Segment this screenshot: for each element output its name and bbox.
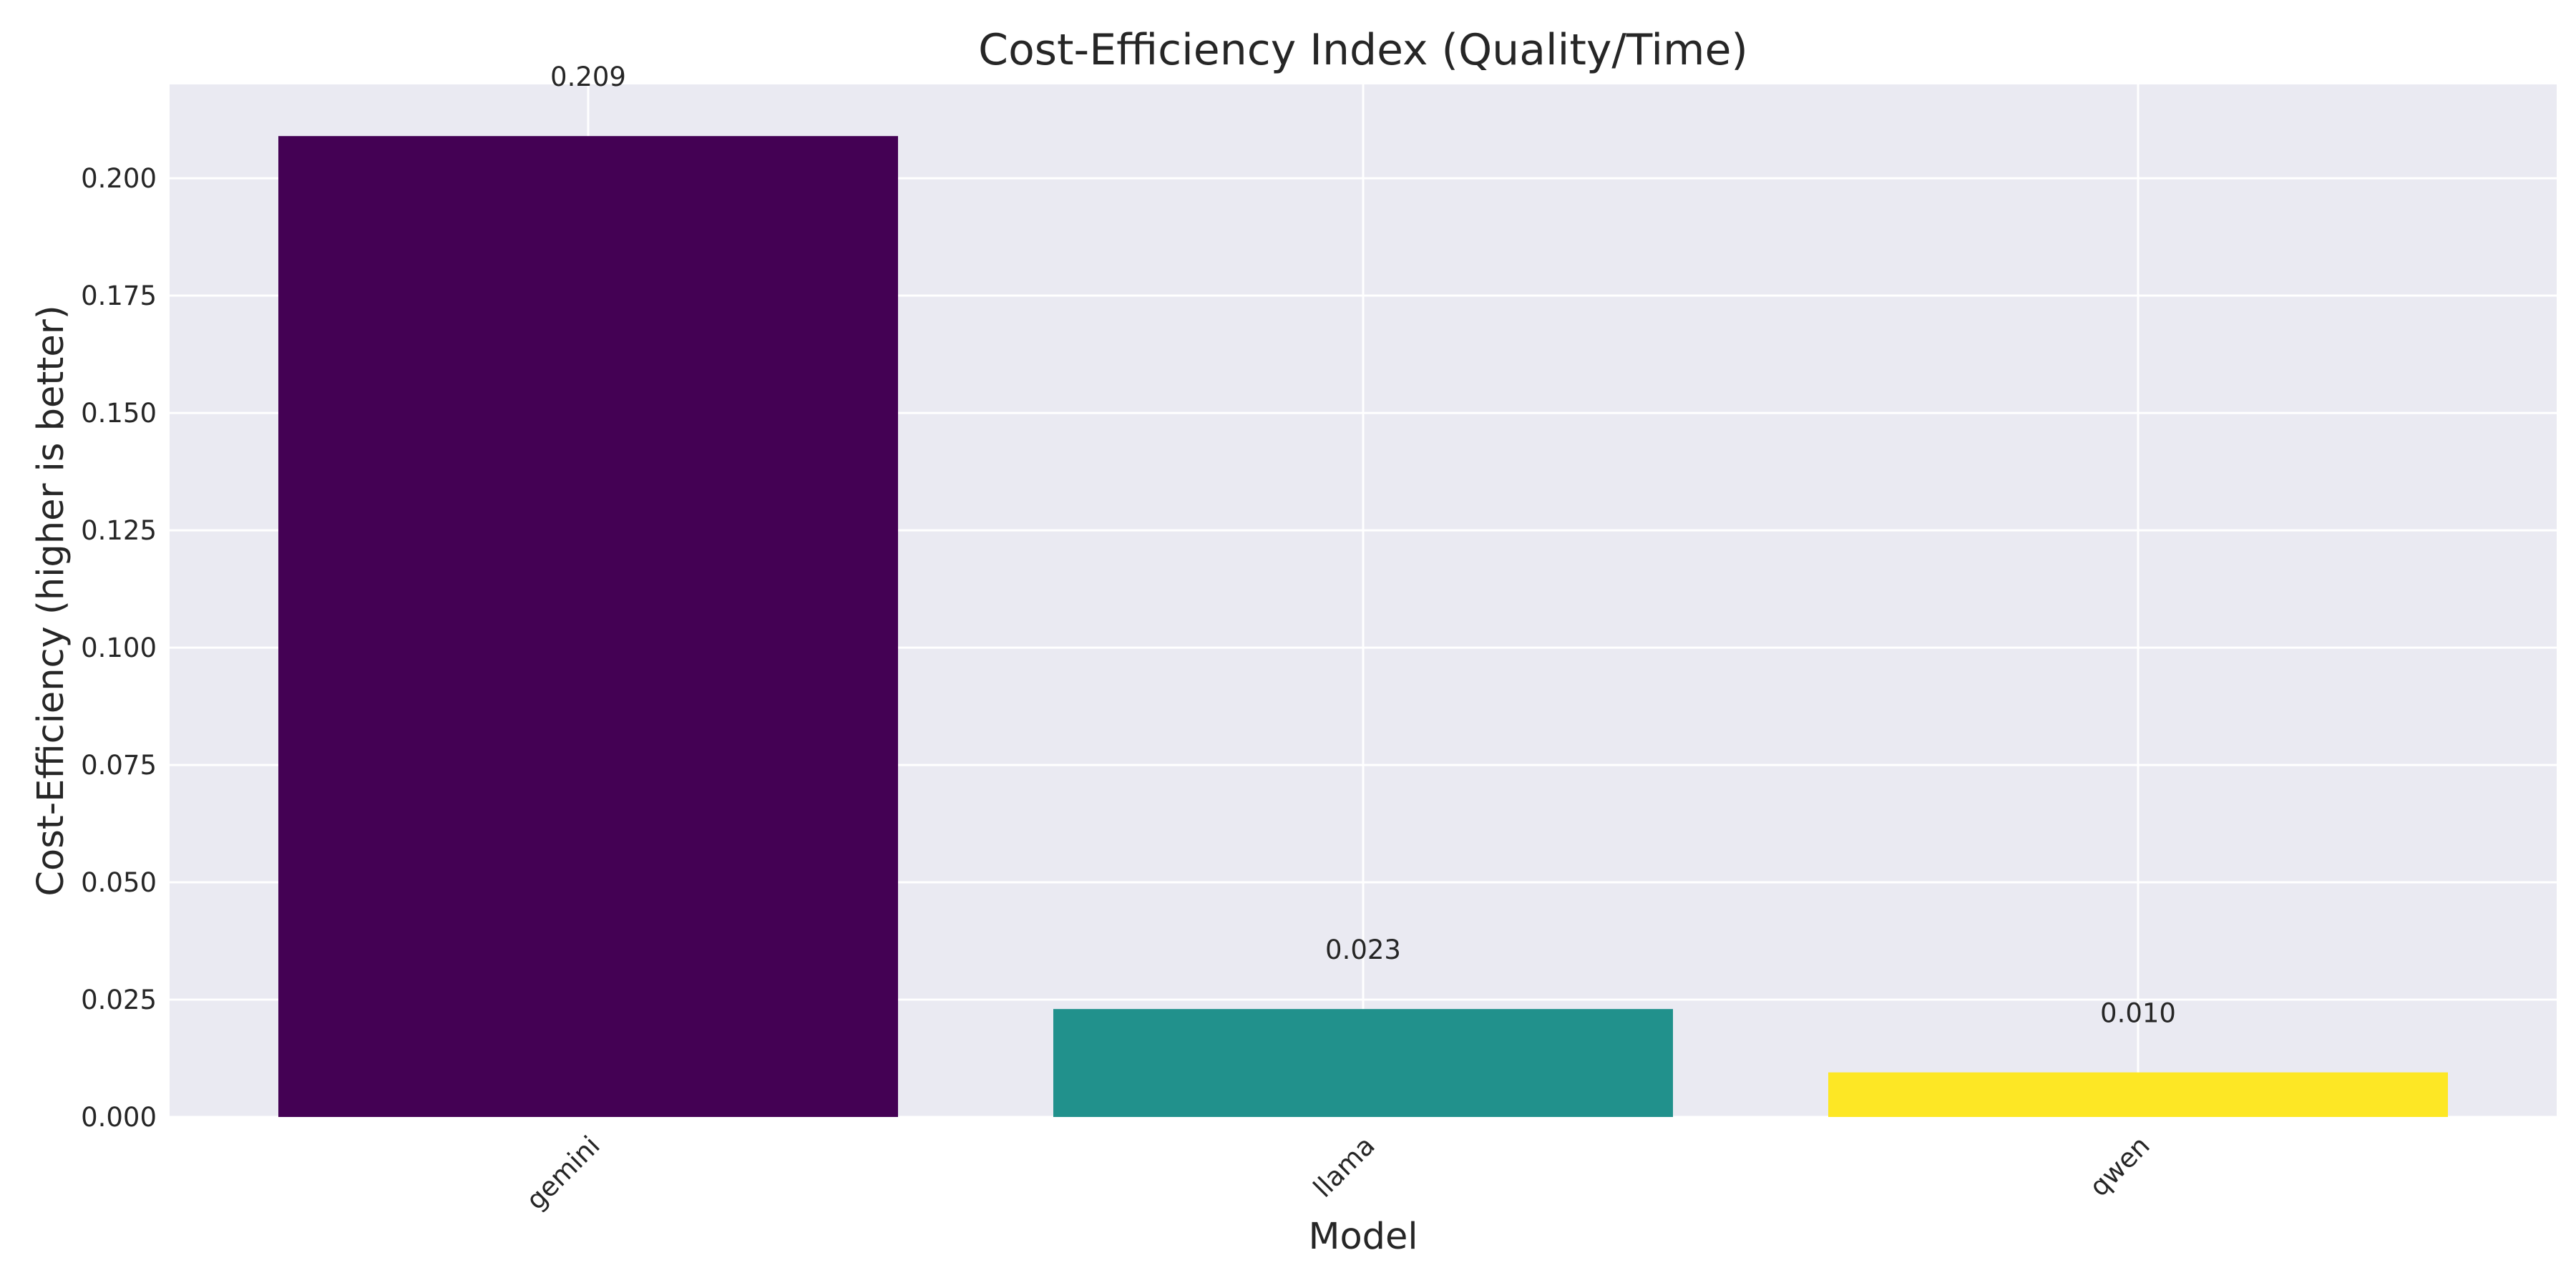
data-label-qwen: 0.010	[2100, 998, 2176, 1029]
y-tick-label: 0.000	[81, 1102, 157, 1133]
y-tick-label: 0.200	[81, 163, 157, 194]
y-tick-label: 0.025	[81, 985, 157, 1015]
data-label-gemini: 0.209	[550, 62, 626, 92]
y-tick-label: 0.150	[81, 398, 157, 429]
y-tick-label: 0.125	[81, 515, 157, 546]
bar-llama	[1053, 1009, 1673, 1117]
y-axis-ticks: 0.000 0.025 0.050 0.075 0.100 0.125 0.150 0.175…	[81, 163, 157, 1133]
x-tick-label-llama: llama	[1307, 1130, 1380, 1203]
y-tick-label: 0.175	[81, 280, 157, 311]
bar-gemini	[278, 136, 898, 1117]
y-axis-label: Cost-Efficiency (higher is better)	[30, 305, 72, 896]
y-tick-label: 0.050	[81, 867, 157, 898]
x-tick-label-gemini: gemini	[520, 1130, 606, 1216]
data-label-llama: 0.023	[1325, 935, 1401, 965]
chart-title: Cost-Efficiency Index (Quality/Time)	[978, 25, 1748, 75]
x-axis-label: Model	[1308, 1216, 1418, 1258]
x-tick-label-qwen: qwen	[2084, 1130, 2156, 1202]
bar-qwen	[1828, 1072, 2448, 1117]
x-axis-ticks: gemini llama qwen	[520, 1130, 2156, 1216]
y-tick-label: 0.100	[81, 633, 157, 663]
data-labels-group: 0.209 0.023 0.010	[550, 62, 2176, 1029]
y-tick-label: 0.075	[81, 750, 157, 781]
bars-group	[278, 136, 2448, 1117]
